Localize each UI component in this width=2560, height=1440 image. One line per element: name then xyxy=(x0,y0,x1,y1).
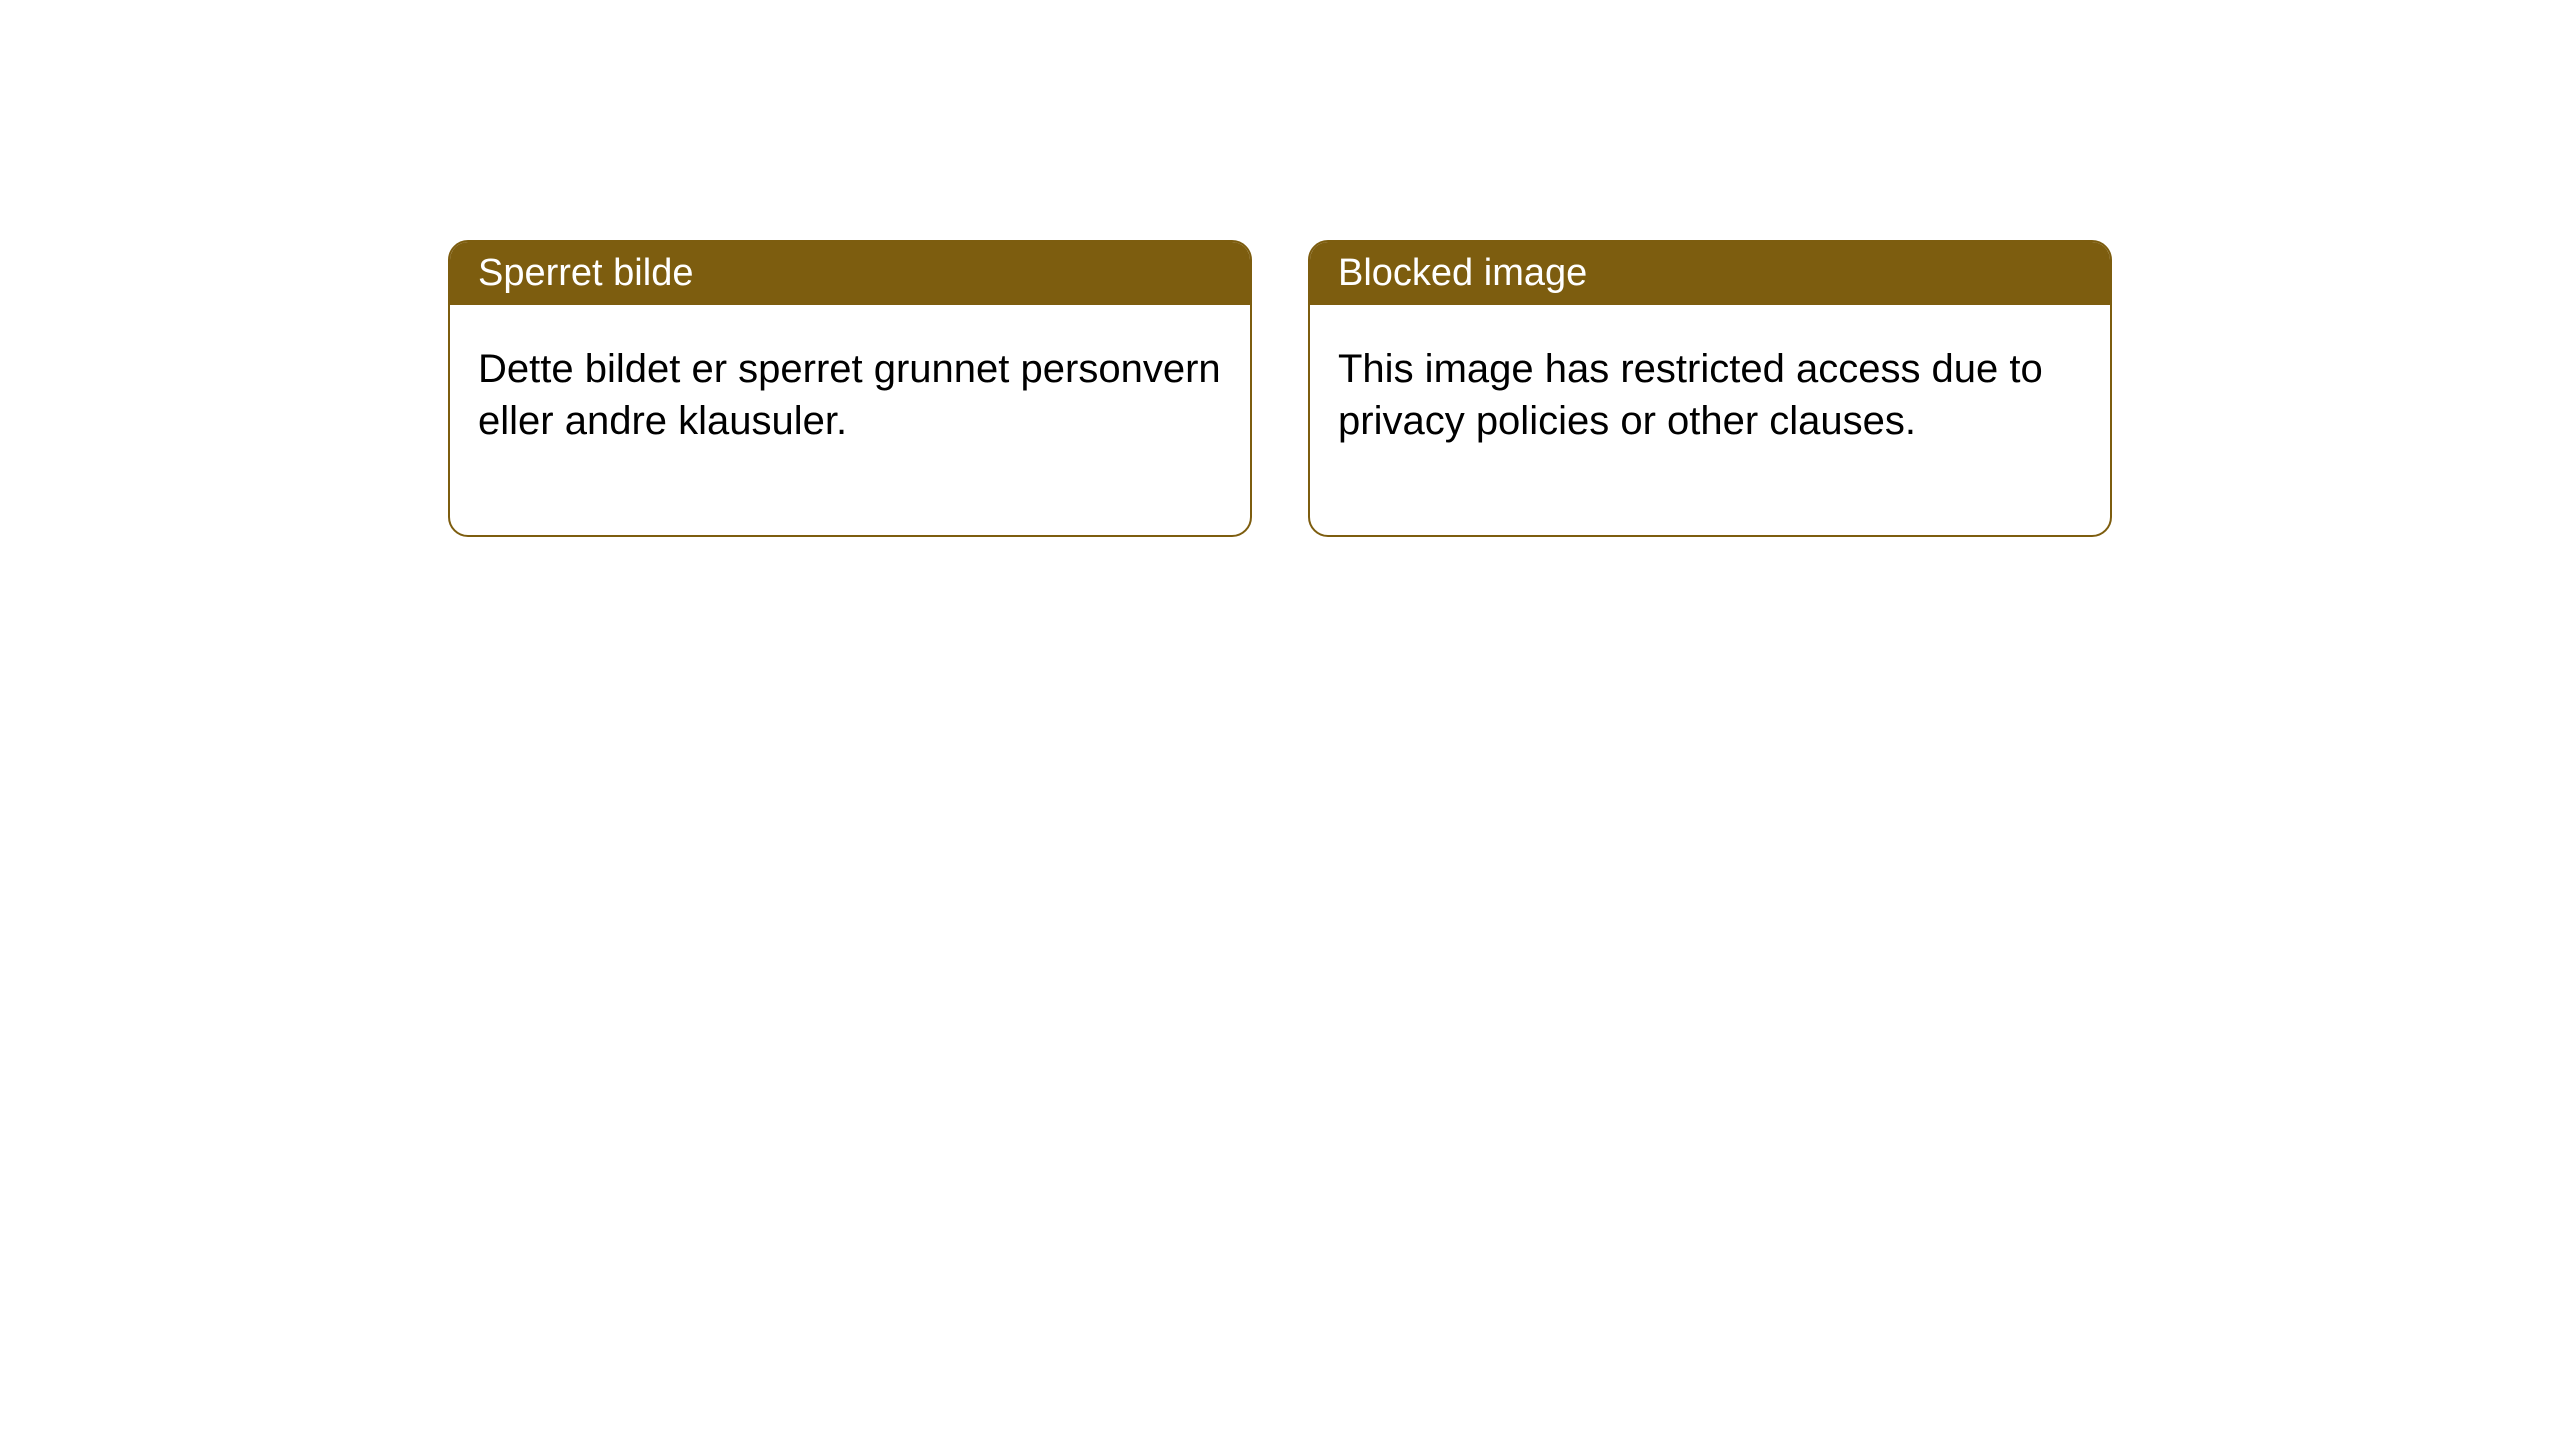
notice-body: Dette bildet er sperret grunnet personve… xyxy=(450,305,1250,535)
notice-message: This image has restricted access due to … xyxy=(1338,347,2043,443)
notice-body: This image has restricted access due to … xyxy=(1310,305,2110,535)
notice-message: Dette bildet er sperret grunnet personve… xyxy=(478,347,1221,443)
notice-title: Blocked image xyxy=(1338,252,1587,294)
notice-header: Blocked image xyxy=(1310,242,2110,305)
notice-title: Sperret bilde xyxy=(478,252,693,294)
notice-container: Sperret bilde Dette bildet er sperret gr… xyxy=(0,0,2560,537)
notice-card-norwegian: Sperret bilde Dette bildet er sperret gr… xyxy=(448,240,1252,537)
notice-card-english: Blocked image This image has restricted … xyxy=(1308,240,2112,537)
notice-header: Sperret bilde xyxy=(450,242,1250,305)
